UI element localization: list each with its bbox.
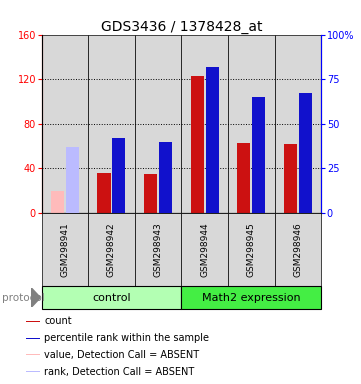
Bar [228,213,275,286]
Text: GSM298942: GSM298942 [107,222,116,277]
Bar [159,142,172,213]
Text: GSM298944: GSM298944 [200,222,209,277]
Text: GSM298946: GSM298946 [293,222,303,277]
Bar [182,35,228,213]
Bar [275,213,321,286]
Bar [144,174,157,213]
Bar [97,173,110,213]
Text: rank, Detection Call = ABSENT: rank, Detection Call = ABSENT [44,367,195,377]
Text: protocol: protocol [2,293,44,303]
Text: GSM298941: GSM298941 [60,222,69,277]
Bar [42,35,88,213]
Bar [26,371,40,372]
Text: Math2 expression: Math2 expression [202,293,301,303]
Bar [275,35,321,213]
Bar [206,67,219,213]
Text: GSM298943: GSM298943 [153,222,162,277]
Bar [238,143,251,213]
Text: control: control [92,293,131,303]
Text: percentile rank within the sample: percentile rank within the sample [44,333,209,343]
Bar [42,213,88,286]
Bar [26,321,40,322]
Bar [135,213,182,286]
Bar [112,138,126,213]
Bar [88,213,135,286]
Bar [182,286,321,309]
Bar [284,144,297,213]
Polygon shape [31,288,40,307]
Bar [228,35,275,213]
Bar [252,97,265,213]
Bar [42,286,182,309]
Bar [51,191,64,213]
Bar [66,147,79,213]
Bar [299,93,312,213]
Bar [88,35,135,213]
Bar [182,213,228,286]
Bar [135,35,182,213]
Bar [191,76,204,213]
Bar [26,338,40,339]
Text: count: count [44,316,72,326]
Bar [26,354,40,356]
Text: value, Detection Call = ABSENT: value, Detection Call = ABSENT [44,350,199,360]
Text: GSM298945: GSM298945 [247,222,256,277]
Title: GDS3436 / 1378428_at: GDS3436 / 1378428_at [101,20,262,33]
